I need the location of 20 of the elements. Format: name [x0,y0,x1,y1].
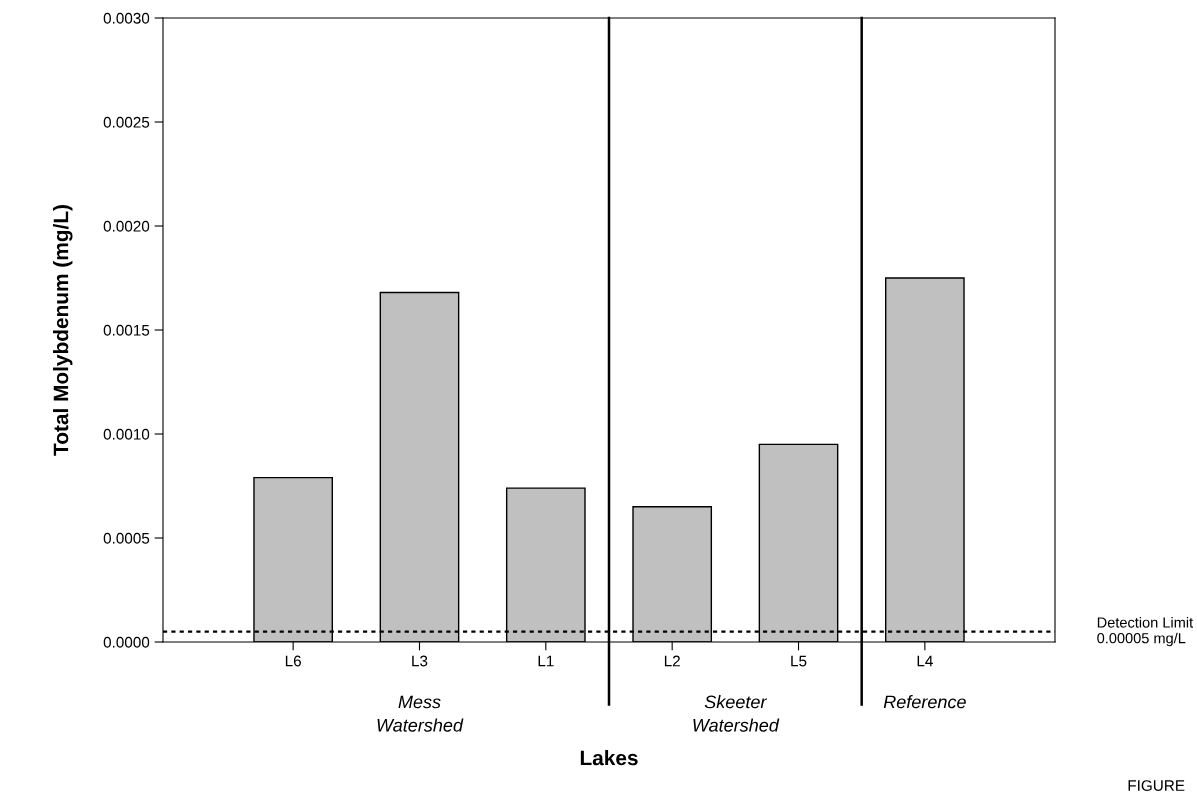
y-tick-label: 0.0015 [103,324,150,336]
y-tick-label: 0.0005 [103,532,150,544]
y-tick-label: 0.0020 [103,220,150,232]
text: Mess Watershed [377,695,464,732]
y-tick-label: 0.0030 [103,12,150,24]
x-axis-title: Lakes [580,749,638,766]
x-tick-label: L2 [664,655,680,667]
x-tick-label: L5 [791,655,807,667]
x-tick-label: L3 [412,655,428,667]
x-tick-label: L6 [285,655,301,667]
text: Reference [883,695,966,709]
ref-line-label: Detection Limit 0.00005 mg/L [1097,616,1194,647]
y-axis-title: Total Molybdenum (mg/L) [53,205,73,456]
y-tick-label: 0.0000 [103,636,150,648]
x-tick-label: L1 [538,655,554,667]
y-tick-label: 0.0025 [103,116,150,128]
text: FIGURE [1128,780,1185,791]
text: Skeeter Watershed [693,695,780,732]
x-tick-label: L4 [917,655,933,667]
y-tick-label: 0.0010 [103,428,150,440]
